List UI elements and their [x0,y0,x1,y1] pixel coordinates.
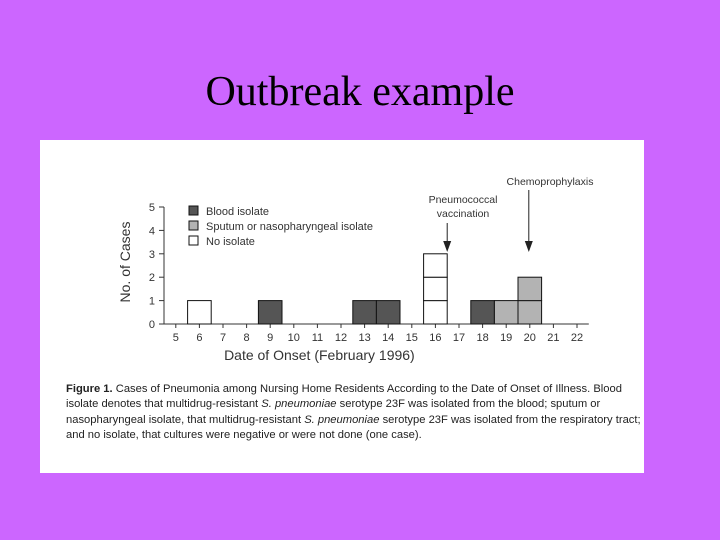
figure-panel: 0 1 2 3 4 5 5 6 7 8 9 10 11 12 13 14 15 16 17 18 19 20 21 22 Dat… [40,140,644,473]
case-bar [423,253,448,278]
legend-label: No isolate [206,236,255,248]
y-tick-label: 1 [149,296,155,308]
y-tick-label: 2 [149,272,155,284]
x-tick-label: 5 [173,332,179,344]
annotation-vaccination-line1: Pneumococcal [429,194,498,206]
x-tick-label: 12 [335,332,347,344]
x-tick-label: 17 [453,332,465,344]
x-tick-label: 7 [220,332,226,344]
annotation-arrowhead [524,241,533,252]
case-bar [257,300,283,325]
x-tick-label: 15 [406,332,418,344]
legend-swatch [188,220,199,231]
annotation-chemoprophylaxis: Chemoprophylaxis [507,176,594,188]
case-bar [187,300,212,325]
case-bar [517,300,543,325]
y-tick-label: 4 [149,225,155,237]
x-axis-title: Date of Onset (February 1996) [224,347,415,363]
case-bar [470,300,495,325]
x-tick-label: 22 [571,332,583,344]
x-tick-label: 10 [288,332,300,344]
case-bar [517,276,543,302]
x-tick-label: 16 [429,332,441,344]
y-tick-label: 0 [149,319,155,331]
caption-label: Figure 1. [66,383,113,395]
legend-label: Blood isolate [206,206,269,218]
annotation-arrowhead [443,241,452,252]
x-tick-label: 21 [547,332,559,344]
x-tick-label: 8 [244,332,250,344]
x-tick-label: 9 [267,332,273,344]
y-tick-label: 3 [149,249,155,261]
caption-title: Cases of Pneumonia among Nursing Home Re… [115,383,591,395]
x-tick-label: 19 [500,332,512,344]
caption-text-1: Blood isolate denotes that multidrug-res… [66,383,622,411]
x-tick-label: 20 [524,332,536,344]
legend-swatch [188,235,199,246]
case-bar [493,300,519,325]
case-bar [352,300,377,325]
case-bar [423,276,448,302]
annotation-vaccination-line2: vaccination [437,208,490,220]
figure-caption: Figure 1. Cases of Pneumonia among Nursi… [66,382,648,444]
y-tick-label: 5 [149,202,155,214]
caption-organism-1: S. pneumoniae [261,398,337,411]
x-tick-label: 6 [196,332,202,344]
case-bar [375,300,401,325]
slide-title: Outbreak example [205,69,515,115]
y-axis-title: No. of Cases [117,222,133,303]
legend-swatch [188,205,199,216]
x-tick-label: 18 [476,332,488,344]
caption-text-2: serotype 23F was isolated from the blood… [66,398,601,426]
x-tick-label: 13 [358,332,370,344]
case-bar [423,300,448,325]
caption-text-3: serotype 23F was isolated from the respi… [66,413,641,442]
legend-label: Sputum or nasopharyngeal isolate [206,221,373,233]
x-tick-label: 14 [382,332,394,344]
caption-organism-2: S. pneumoniae [304,413,380,426]
x-tick-label: 11 [312,332,323,344]
